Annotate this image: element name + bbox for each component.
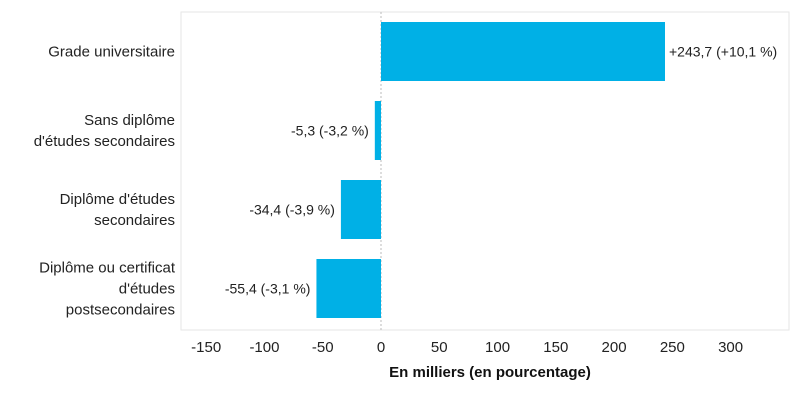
data-labels-group: +243,7 (+10,1 %) -5,3 (-3,2 %) -34,4 (-3,9… [225, 44, 777, 297]
x-tick-label-6: 150 [543, 339, 568, 356]
category-label-1-line-1: d'études secondaires [34, 133, 175, 150]
bar-0 [381, 22, 665, 81]
category-label-2-line-1: secondaires [94, 212, 175, 229]
data-label-2: -34,4 (-3,9 %) [249, 202, 335, 218]
x-tick-label-8: 250 [660, 339, 685, 356]
plot-frame [180, 11, 790, 331]
data-label-0: +243,7 (+10,1 %) [669, 44, 777, 60]
category-label-3: Diplôme ou certificat d'études postseconda… [39, 260, 176, 319]
category-label-1: Sans diplôme d'études secondaires [34, 112, 175, 150]
category-label-2-line-0: Diplôme d'études [60, 191, 175, 208]
category-labels-group: Grade universitaire Sans diplôme d'études … [34, 44, 176, 319]
x-axis-title: En milliers (en pourcentage) [389, 364, 591, 381]
bar-1 [374, 101, 381, 160]
category-label-1-line-0: Sans diplôme [84, 112, 175, 129]
bars-group [316, 22, 665, 318]
x-tick-label-9: 300 [718, 339, 743, 356]
x-tick-label-4: 50 [431, 339, 448, 356]
category-label-3-line-2: postsecondaires [66, 302, 175, 319]
category-label-0: Grade universitaire [48, 44, 175, 61]
x-tick-label-3: 0 [377, 339, 385, 356]
data-label-1: -5,3 (-3,2 %) [291, 123, 369, 139]
x-tick-label-7: 200 [602, 339, 627, 356]
x-tick-label-2: -50 [312, 339, 334, 356]
data-label-3: -55,4 (-3,1 %) [225, 281, 311, 297]
category-label-2: Diplôme d'études secondaires [60, 191, 175, 229]
x-tick-label-5: 100 [485, 339, 510, 356]
bar-3 [316, 259, 381, 318]
x-tick-label-1: -100 [249, 339, 279, 356]
x-tick-labels-group: -150 -100 -50 0 50 100 150 200 250 300 [191, 339, 743, 356]
category-label-3-line-0: Diplôme ou certificat [39, 260, 176, 277]
category-label-0-line-0: Grade universitaire [48, 44, 175, 61]
category-label-3-line-1: d'études [119, 281, 175, 298]
bar-2 [340, 180, 381, 239]
x-tick-label-0: -150 [191, 339, 221, 356]
